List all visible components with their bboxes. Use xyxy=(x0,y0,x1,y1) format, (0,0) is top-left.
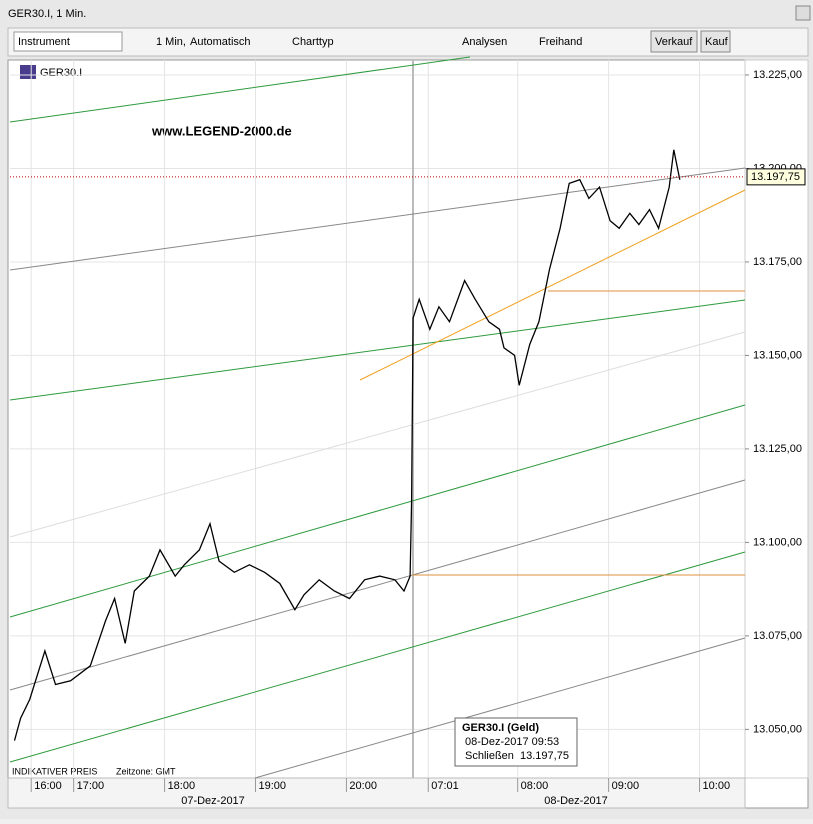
tooltip-time: 08-Dez-2017 09:53 xyxy=(465,736,559,748)
x-tick-label: 08:00 xyxy=(521,780,549,792)
chart-type[interactable]: Charttyp xyxy=(292,36,334,48)
instrument-input[interactable] xyxy=(13,31,123,52)
trend-line xyxy=(9,479,746,691)
x-tick-label: 19:00 xyxy=(259,780,287,792)
x-tick-label: 17:00 xyxy=(77,780,105,792)
y-tick-label: 13.125,00 xyxy=(753,443,802,455)
watermark: www.LEGEND-2000.de xyxy=(151,123,292,138)
date-label: 08-Dez-2017 xyxy=(544,795,608,807)
buy-label: Kauf xyxy=(705,36,729,48)
y-tick-label: 13.050,00 xyxy=(753,723,802,735)
drawings xyxy=(9,56,746,779)
price-line xyxy=(13,149,681,741)
trend-line xyxy=(9,331,746,538)
date-label: 07-Dez-2017 xyxy=(181,795,245,807)
y-tick-label: 13.175,00 xyxy=(753,256,802,268)
tooltip-title: GER30.I (Geld) xyxy=(462,722,539,734)
y-tick-label: 13.150,00 xyxy=(753,349,802,361)
chart-panel xyxy=(7,59,809,809)
instrument-placeholder: Instrument xyxy=(18,36,70,48)
sell-button[interactable] xyxy=(650,30,698,53)
y-tick-label: 13.075,00 xyxy=(753,630,802,642)
tooltip xyxy=(454,717,578,767)
footer-note: INDIKATIVER PREIS xyxy=(12,766,97,776)
trend-line xyxy=(9,299,746,401)
x-tick-label: 07:01 xyxy=(431,780,459,792)
trend-line xyxy=(254,637,746,779)
x-tick-label: 09:00 xyxy=(612,780,640,792)
y-tick-label: 13.225,00 xyxy=(753,69,802,81)
symbol[interactable]: GER30.I xyxy=(40,67,82,79)
analyses[interactable]: Analysen xyxy=(462,36,507,48)
y-tick-label: 13.100,00 xyxy=(753,536,802,548)
cfd-icon xyxy=(20,65,36,79)
x-tick-label: 16:00 xyxy=(34,780,62,792)
trend-line xyxy=(9,551,746,763)
x-tick-label: 18:00 xyxy=(168,780,196,792)
freehand[interactable]: Freihand xyxy=(539,36,582,48)
sell-label: Verkauf xyxy=(655,36,693,48)
x-axis-area xyxy=(7,777,746,809)
trend-line xyxy=(9,404,746,618)
window-title: GER30.I, 1 Min. xyxy=(8,8,86,20)
x-tick-label: 10:00 xyxy=(703,780,731,792)
trend-line xyxy=(359,189,746,381)
x-tick-label: 20:00 xyxy=(349,780,377,792)
interval[interactable]: 1 Min, xyxy=(156,36,186,48)
scale[interactable]: Automatisch xyxy=(190,36,251,48)
last-price-label: 13.197,75 xyxy=(751,171,800,183)
grid xyxy=(10,60,745,778)
tooltip-value: 13.197,75 xyxy=(520,750,569,762)
timezone: Zeitzone: GMT xyxy=(116,766,176,776)
last-price-box xyxy=(746,168,806,186)
trend-line xyxy=(9,167,746,271)
buy-button[interactable] xyxy=(700,30,731,53)
trend-line xyxy=(9,56,471,123)
tooltip-field: Schließen xyxy=(465,750,514,762)
close-button[interactable] xyxy=(795,5,811,21)
